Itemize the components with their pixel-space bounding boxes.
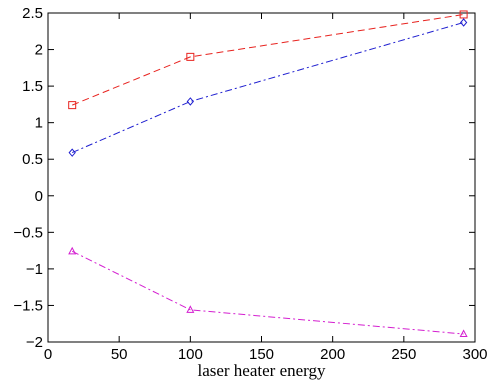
- series-layer: [68, 10, 468, 337]
- plot-frame: [47, 12, 476, 343]
- data-point-diamond: [186, 97, 194, 106]
- y-tick-label: 0.5: [22, 151, 43, 168]
- x-tick-label: 200: [320, 346, 345, 363]
- x-tick-label: 0: [44, 346, 52, 363]
- x-axis-title: laser heater energy: [197, 361, 326, 380]
- x-tick-label: 250: [391, 346, 416, 363]
- data-point-square: [459, 10, 468, 19]
- y-tick-label: 0: [35, 188, 43, 205]
- x-tick-label: 50: [111, 346, 128, 363]
- data-point-triangle: [459, 329, 468, 337]
- y-tick-label: 2: [35, 42, 43, 59]
- series-line-2: [72, 22, 464, 154]
- x-axis: 0 50 100 150 200 250 300: [44, 13, 488, 363]
- x-tick-label: 150: [249, 346, 274, 363]
- series-line-1: [72, 14, 464, 106]
- y-axis: −2 −1.5 −1 −0.5 0 0.5 1 1.5 2 2.5: [13, 5, 475, 351]
- y-tick-label: −1.5: [13, 297, 43, 314]
- y-tick-label: 1: [35, 115, 43, 132]
- data-point-triangle: [68, 246, 77, 255]
- y-tick-label: −2: [26, 334, 43, 351]
- y-tick-label: −1: [26, 261, 43, 278]
- data-point-square: [68, 101, 77, 110]
- data-point-triangle: [186, 305, 195, 313]
- y-tick-label: 1.5: [22, 78, 43, 95]
- y-tick-label: 2.5: [22, 5, 43, 22]
- data-point-diamond: [459, 18, 468, 27]
- x-tick-label: 100: [178, 346, 203, 363]
- y-tick-label: −0.5: [13, 224, 43, 241]
- data-point-square: [186, 52, 195, 61]
- data-point-diamond: [68, 148, 76, 157]
- x-tick-label: 300: [462, 346, 487, 363]
- series-line-3: [71, 250, 464, 335]
